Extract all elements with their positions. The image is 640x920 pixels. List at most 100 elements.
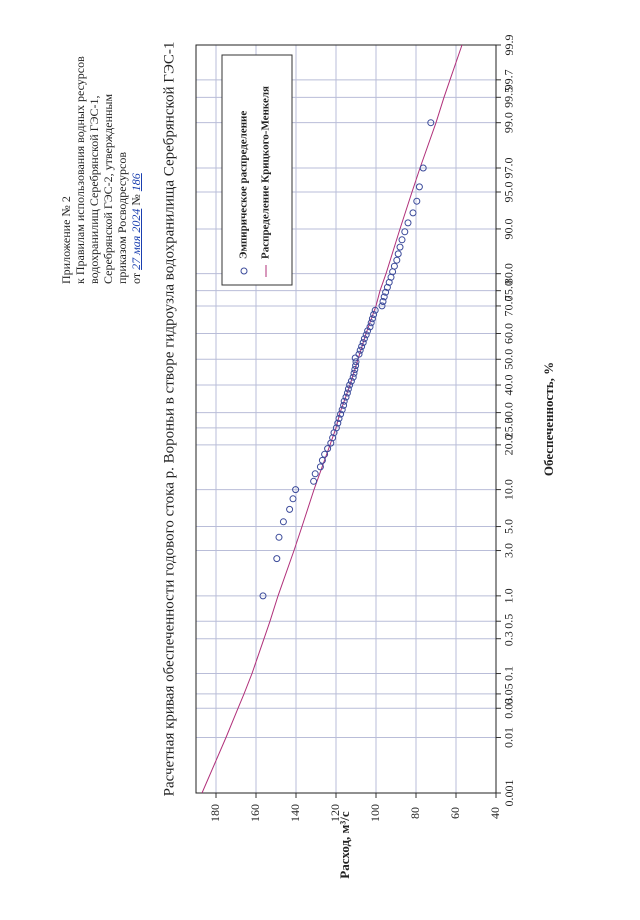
empirical-point (346, 381, 354, 389)
empirical-point (334, 419, 342, 427)
empirical-point (378, 302, 386, 310)
y-tick-label: 80 (408, 807, 422, 819)
x-tick-label: 95.0 (502, 181, 516, 202)
x-tick-label: 75.0 (502, 280, 516, 301)
empirical-point (351, 366, 359, 373)
x-tick-label: 70.0 (502, 295, 516, 316)
x-tick-label: 50.0 (502, 349, 516, 370)
x-tick-label: 0.3 (502, 631, 516, 646)
empirical-point (360, 335, 368, 343)
x-tick-label: 99.9 (502, 35, 516, 56)
y-axis-title: Расход, м³/с (337, 811, 352, 879)
empirical-point (366, 323, 374, 331)
empirical-point (390, 262, 398, 270)
x-tick-label: 60.0 (502, 323, 516, 344)
empirical-point (335, 415, 343, 422)
empirical-point (352, 358, 360, 366)
empirical-point (347, 377, 355, 385)
empirical-point (292, 486, 300, 494)
empirical-point (396, 243, 404, 251)
legend-box (221, 54, 293, 286)
empirical-point (419, 164, 427, 172)
y-tick-label: 100 (368, 804, 382, 822)
empirical-point (349, 373, 357, 381)
empirical-point (401, 228, 409, 236)
empirical-point (370, 311, 378, 318)
x-tick-label: 20.0 (502, 434, 516, 455)
empirical-point (362, 331, 370, 339)
empirical-point (340, 397, 348, 405)
empirical-point (275, 533, 283, 541)
chart-title: Расчетная кривая обеспеченности годового… (161, 42, 177, 797)
empirical-point (329, 434, 337, 442)
empirical-point (351, 354, 359, 362)
empirical-point (337, 410, 345, 418)
x-tick-label: 0.001 (502, 780, 516, 807)
empirical-point (311, 470, 319, 478)
empirical-point (367, 319, 375, 327)
x-tick-label: 0.05 (502, 683, 516, 704)
x-tick-label: 40.0 (502, 375, 516, 396)
x-tick-label: 80.0 (502, 263, 516, 284)
x-tick-label: 97.0 (502, 157, 516, 178)
empirical-point (338, 406, 346, 414)
empirical-point (342, 393, 350, 401)
empirical-point (321, 450, 329, 458)
y-tick-label: 160 (248, 804, 262, 822)
x-tick-label: 90.0 (502, 218, 516, 239)
empirical-point (371, 306, 379, 314)
y-tick-label: 120 (328, 804, 342, 822)
x-tick-label: 25.0 (502, 417, 516, 438)
empirical-point (413, 197, 421, 205)
y-tick-label: 140 (288, 804, 302, 822)
empirical-point (379, 298, 387, 305)
empirical-point (332, 424, 340, 432)
legend-label-curve: Распределение Крицкого-Менкеля (260, 86, 272, 259)
empirical-point (352, 362, 360, 370)
empirical-point (344, 385, 352, 393)
empirical-point (359, 339, 367, 347)
empirical-point (382, 288, 390, 296)
x-axis-title: Обеспеченность, % (541, 362, 556, 476)
x-tick-label: 10.0 (502, 479, 516, 500)
empirical-point (415, 183, 423, 191)
empirical-point (318, 456, 326, 464)
x-tick-label: 30.0 (502, 402, 516, 423)
empirical-point (355, 350, 363, 358)
x-tick-label: 1.0 (502, 588, 516, 603)
empirical-point (316, 463, 324, 471)
empirical-point (356, 346, 364, 354)
legend-label-empirical: Эмпирическое распределение (238, 111, 250, 259)
y-tick-label: 180 (208, 804, 222, 822)
empirical-point (404, 219, 412, 227)
empirical-point (427, 119, 435, 127)
x-tick-label: 0.1 (502, 666, 516, 681)
empirical-point (368, 315, 376, 323)
y-tick-label: 40 (488, 807, 502, 819)
y-tick-label: 60 (448, 807, 462, 819)
empirical-point (350, 369, 358, 377)
empirical-point (310, 477, 318, 485)
empirical-point (380, 293, 388, 301)
plot-frame (195, 44, 497, 794)
empirical-point (273, 555, 281, 563)
legend-marker-empirical (240, 267, 248, 275)
empirical-point (409, 209, 417, 217)
empirical-point (393, 256, 401, 264)
x-tick-label: 5.0 (502, 519, 516, 534)
x-tick-label: 3.0 (502, 543, 516, 558)
empirical-point (286, 505, 294, 513)
empirical-point (259, 592, 267, 600)
x-tick-label: 99.7 (502, 69, 516, 90)
x-tick-label: 99.0 (502, 112, 516, 133)
x-tick-label: 0.5 (502, 614, 516, 629)
empirical-point (279, 518, 287, 526)
empirical-point (343, 389, 351, 397)
x-tick-label: 0.03 (502, 698, 516, 719)
x-tick-label: 99.5 (502, 87, 516, 108)
kritsky-menkel-curve (201, 44, 463, 794)
empirical-point (358, 343, 366, 350)
empirical-point (398, 236, 406, 244)
